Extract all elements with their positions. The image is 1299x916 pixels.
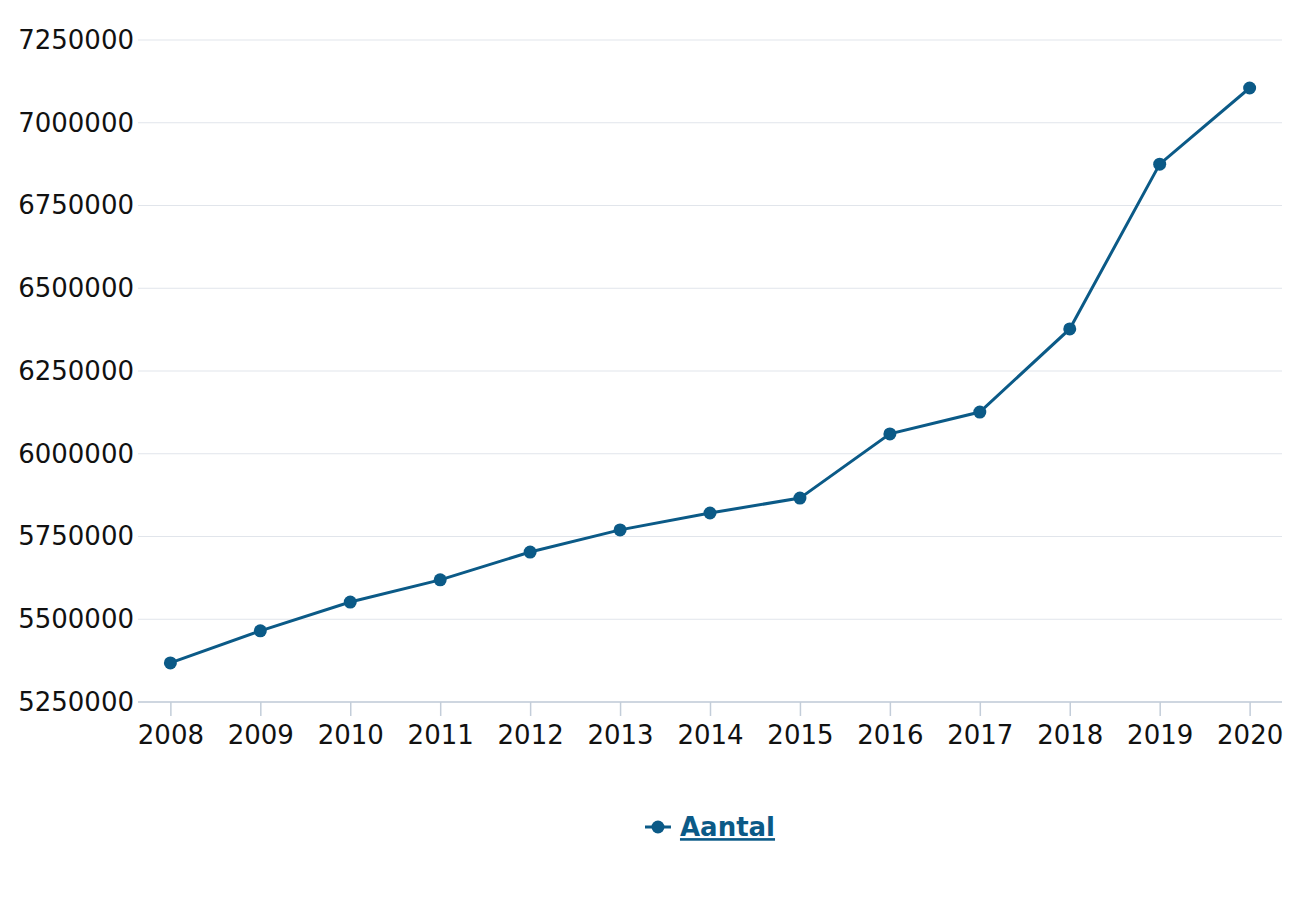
y-tick-label: 7000000 <box>18 108 134 138</box>
y-tick: 5750000 <box>18 521 138 551</box>
grid-line <box>138 40 1282 41</box>
marker <box>614 523 627 536</box>
x-tick-mark <box>170 702 172 716</box>
y-tick: 6000000 <box>18 439 138 469</box>
y-tick-label: 6750000 <box>18 190 134 220</box>
x-tick: 2017 <box>947 702 1013 750</box>
x-tick-label: 2012 <box>498 720 564 750</box>
grid-line <box>138 619 1282 620</box>
marker <box>524 546 537 559</box>
grid-line <box>138 371 1282 372</box>
marker <box>1243 81 1256 94</box>
x-tick: 2013 <box>587 702 653 750</box>
x-tick-mark <box>350 702 352 716</box>
marker <box>1063 322 1076 335</box>
x-tick-label: 2019 <box>1127 720 1193 750</box>
x-tick: 2014 <box>677 702 743 750</box>
marker <box>434 573 447 586</box>
x-tick-mark <box>1069 702 1071 716</box>
x-tick-mark <box>890 702 892 716</box>
marker <box>973 406 986 419</box>
x-tick-mark <box>1159 702 1161 716</box>
x-tick-label: 2014 <box>677 720 743 750</box>
plot: 5250000 5500000 5750000 6000000 6250000 65000… <box>18 25 1283 751</box>
markers <box>164 81 1256 669</box>
y-tick: 7250000 <box>18 25 138 55</box>
grid-line <box>138 205 1282 206</box>
x-tick-label: 2016 <box>857 720 923 750</box>
x-tick-mark <box>530 702 532 716</box>
y-tick-label: 7250000 <box>18 25 134 55</box>
grid-line <box>138 122 1282 123</box>
marker <box>1153 158 1166 171</box>
x-tick-mark <box>800 702 802 716</box>
y-tick: 7000000 <box>18 108 138 138</box>
marker <box>254 624 267 637</box>
x-tick-label: 2015 <box>767 720 833 750</box>
x-tick-label: 2011 <box>408 720 474 750</box>
x-tick: 2011 <box>408 702 474 750</box>
grid-line <box>138 453 1282 454</box>
grid-line <box>138 288 1282 289</box>
y-tick: 6750000 <box>18 190 138 220</box>
marker <box>164 656 177 669</box>
x-tick-label: 2010 <box>318 720 384 750</box>
y-axis-line <box>138 41 139 703</box>
y-tick: 6500000 <box>18 273 138 303</box>
grid <box>138 40 1282 702</box>
y-axis: 5250000 5500000 5750000 6000000 6250000 65000… <box>18 25 138 717</box>
x-tick: 2020 <box>1217 702 1283 750</box>
marker <box>793 492 806 505</box>
x-tick-label: 2013 <box>587 720 653 750</box>
x-axis: 2008 2009 2010 2011 2012 2013 2014 2015 2016 2017… <box>138 702 1283 750</box>
x-tick: 2010 <box>318 702 384 750</box>
x-tick: 2016 <box>857 702 923 750</box>
x-tick-mark <box>620 702 622 716</box>
marker <box>344 596 357 609</box>
legend-item[interactable]: Aantal <box>645 812 775 842</box>
y-tick-label: 5500000 <box>18 604 134 634</box>
x-tick-mark <box>710 702 712 716</box>
x-tick-label: 2008 <box>138 720 204 750</box>
y-tick: 5250000 <box>18 687 138 717</box>
y-tick-label: 5250000 <box>18 687 134 717</box>
x-tick-mark <box>260 702 262 716</box>
y-tick: 6250000 <box>18 356 138 386</box>
x-tick-label: 2020 <box>1217 720 1283 750</box>
x-tick: 2012 <box>498 702 564 750</box>
x-tick-label: 2018 <box>1037 720 1103 750</box>
y-tick-label: 5750000 <box>18 521 134 551</box>
marker <box>883 427 896 440</box>
y-tick-label: 6250000 <box>18 356 134 386</box>
x-tick: 2019 <box>1127 702 1193 750</box>
x-tick-mark <box>1249 702 1251 716</box>
x-tick: 2008 <box>138 702 204 750</box>
legend-symbol <box>651 821 664 834</box>
x-tick-mark <box>440 702 442 716</box>
line <box>170 88 1249 663</box>
x-tick-label: 2009 <box>228 720 294 750</box>
x-tick-label: 2017 <box>947 720 1013 750</box>
y-tick-label: 6000000 <box>18 439 134 469</box>
y-tick: 5500000 <box>18 604 138 634</box>
x-tick: 2018 <box>1037 702 1103 750</box>
chart: 5250000 5500000 5750000 6000000 6250000 65000… <box>0 0 1299 916</box>
x-tick: 2009 <box>228 702 294 750</box>
marker <box>704 506 717 519</box>
grid-line <box>138 536 1282 537</box>
legend-label: Aantal <box>680 812 775 842</box>
y-tick-label: 6500000 <box>18 273 134 303</box>
x-tick: 2015 <box>767 702 833 750</box>
legend: Aantal <box>645 812 775 842</box>
marks <box>164 81 1256 669</box>
x-tick-mark <box>980 702 982 716</box>
